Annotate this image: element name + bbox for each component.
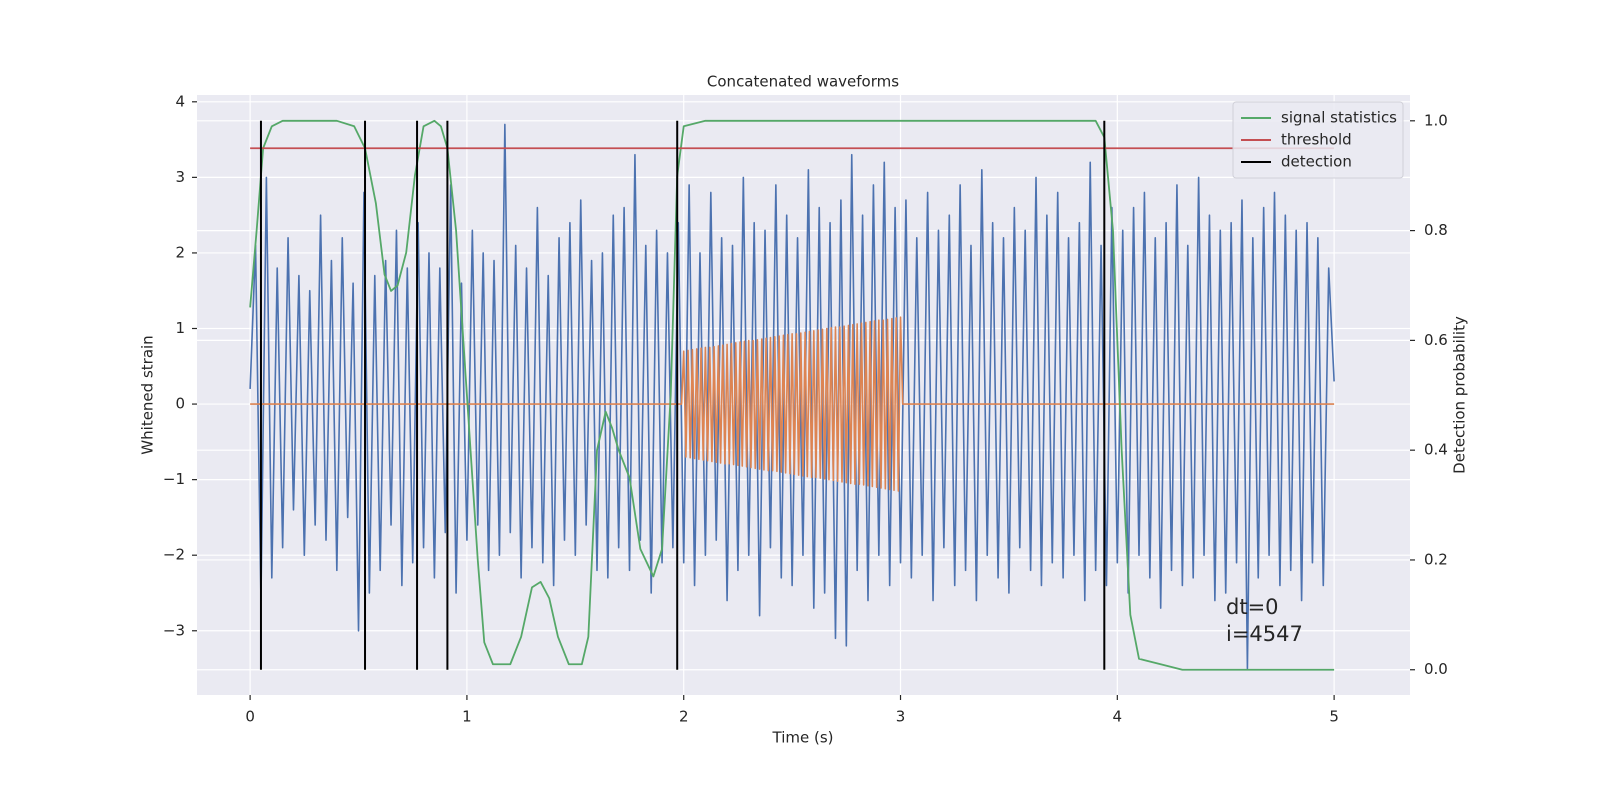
series-line — [249, 119, 1335, 671]
series-line — [250, 316, 1335, 492]
y2-axis-label: Detection probability — [1451, 316, 1469, 474]
y-tick-label: −2 — [163, 546, 185, 564]
x-tick-label: 2 — [679, 708, 689, 726]
y2-tick-label: 0.8 — [1424, 221, 1448, 239]
y-tick-label: 0 — [175, 395, 185, 413]
y2-tick-label: 0.0 — [1424, 660, 1448, 678]
series-line — [249, 123, 1335, 670]
legend: signal statistics threshold detection — [1232, 101, 1404, 179]
y-tick-label: −3 — [163, 621, 185, 639]
legend-box — [1232, 101, 1404, 179]
y-tick-label: 3 — [175, 168, 185, 186]
chart-title: Concatenated waveforms — [707, 73, 899, 91]
y-tick-label: −1 — [163, 470, 185, 488]
x-tick-label: 4 — [1113, 708, 1123, 726]
y2-tick-label: 0.4 — [1424, 441, 1448, 459]
x-axis-label: Time (s) — [772, 729, 834, 747]
y2-tick-label: 0.6 — [1424, 331, 1448, 349]
annotation: dt=0 — [1226, 595, 1279, 619]
legend-label: threshold — [1281, 131, 1352, 149]
y2-tick-label: 0.2 — [1424, 550, 1448, 568]
annotation: i=4547 — [1226, 622, 1303, 646]
legend-label: signal statistics — [1281, 109, 1397, 127]
y-axis-label: Whitened strain — [139, 335, 157, 454]
x-tick-label: 3 — [896, 708, 906, 726]
x-tick-label: 0 — [245, 708, 255, 726]
legend-label: detection — [1281, 153, 1352, 171]
y2-tick-label: 1.0 — [1424, 111, 1448, 129]
x-tick-label: 5 — [1329, 708, 1339, 726]
y-tick-label: 4 — [175, 92, 185, 110]
y-tick-label: 2 — [175, 243, 185, 261]
y-tick-label: 1 — [175, 319, 185, 337]
x-tick-label: 1 — [462, 708, 472, 726]
